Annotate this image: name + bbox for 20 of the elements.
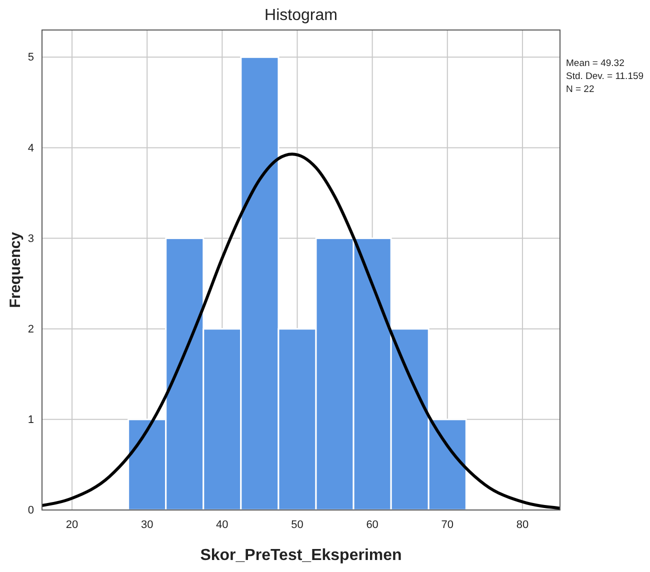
x-tick-label: 80 <box>516 518 529 531</box>
x-tick-label: 40 <box>216 518 228 531</box>
y-tick-label: 0 <box>28 504 34 517</box>
x-tick-label: 50 <box>291 518 304 531</box>
text: N = 22 <box>566 84 594 95</box>
y-tick-label: 5 <box>28 52 34 64</box>
line-series <box>40 152 562 510</box>
x-axis-title: Skor_PreTest_Eksperimen <box>200 547 402 564</box>
text: Mean = 49.32 <box>566 58 624 69</box>
y-tick-label: 2 <box>28 323 34 336</box>
x-tick-label: 20 <box>66 518 78 531</box>
y-tick-label: 4 <box>28 142 34 154</box>
x-tick-label: 70 <box>441 518 454 531</box>
x-tick-label: 30 <box>140 518 154 531</box>
chart-title: Histogram <box>264 7 338 24</box>
y-tick-label: 3 <box>28 232 34 245</box>
text: Std. Dev. = 11.159 <box>566 71 644 82</box>
y-axis-title: Frequency <box>7 231 24 308</box>
y-tick-label: 1 <box>28 414 34 426</box>
x-tick-label: 60 <box>366 518 378 531</box>
